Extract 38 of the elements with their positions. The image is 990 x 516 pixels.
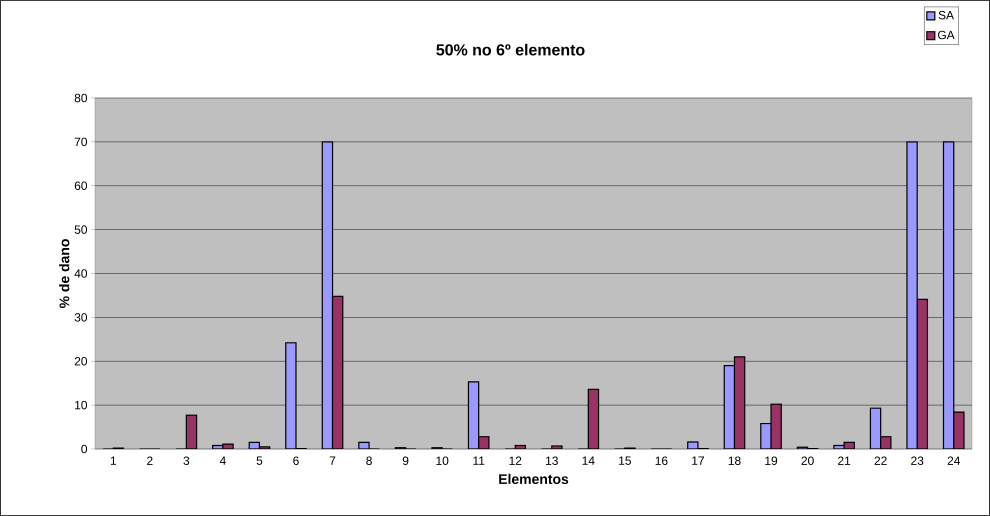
x-tick-label: 7 [330, 456, 336, 465]
x-tick-label: 16 [656, 456, 668, 465]
x-tick-label: 18 [728, 456, 741, 465]
x-tick-label: 1 [110, 456, 116, 465]
x-tick-label: 21 [838, 456, 850, 465]
x-tick-label: 2 [147, 456, 153, 465]
legend-label: GA [938, 30, 955, 40]
legend-label: SA [938, 10, 954, 20]
y-tick-label: 80 [74, 94, 88, 102]
x-tick-label: 8 [366, 456, 372, 465]
x-tick-label: 3 [183, 456, 190, 465]
y-tick-label: 20 [74, 357, 88, 366]
x-tick-label: 20 [802, 456, 814, 465]
x-tick-label: 6 [293, 456, 299, 465]
chart-title: 50% no 6º elemento [436, 44, 585, 56]
x-tick-label: 4 [220, 456, 226, 465]
x-tick-label: 22 [874, 456, 887, 465]
y-axis-title: % de dano [59, 239, 70, 308]
y-tick-label: 70 [74, 138, 88, 146]
x-tick-label: 15 [619, 456, 631, 465]
x-tick-label: 12 [509, 456, 522, 465]
y-tick-label: 50 [74, 225, 88, 234]
y-tick-label: 60 [74, 182, 88, 190]
x-tick-label: 11 [473, 456, 484, 465]
y-tick-label: 0 [81, 444, 88, 454]
x-tick-label: 23 [911, 456, 924, 465]
x-tick-label: 5 [256, 456, 262, 465]
x-axis-title: Elementos [499, 474, 568, 484]
x-tick-label: 10 [436, 456, 448, 465]
x-tick-label: 24 [948, 456, 960, 465]
x-tick-label: 13 [546, 456, 558, 465]
x-tick-label: 19 [765, 456, 778, 465]
y-tick-label: 40 [74, 269, 88, 278]
x-tick-label: 9 [402, 456, 408, 465]
x-tick-label: 17 [692, 456, 704, 465]
y-tick-label: 30 [74, 313, 88, 322]
x-tick-label: 14 [582, 456, 595, 465]
y-tick-label: 10 [75, 400, 88, 410]
